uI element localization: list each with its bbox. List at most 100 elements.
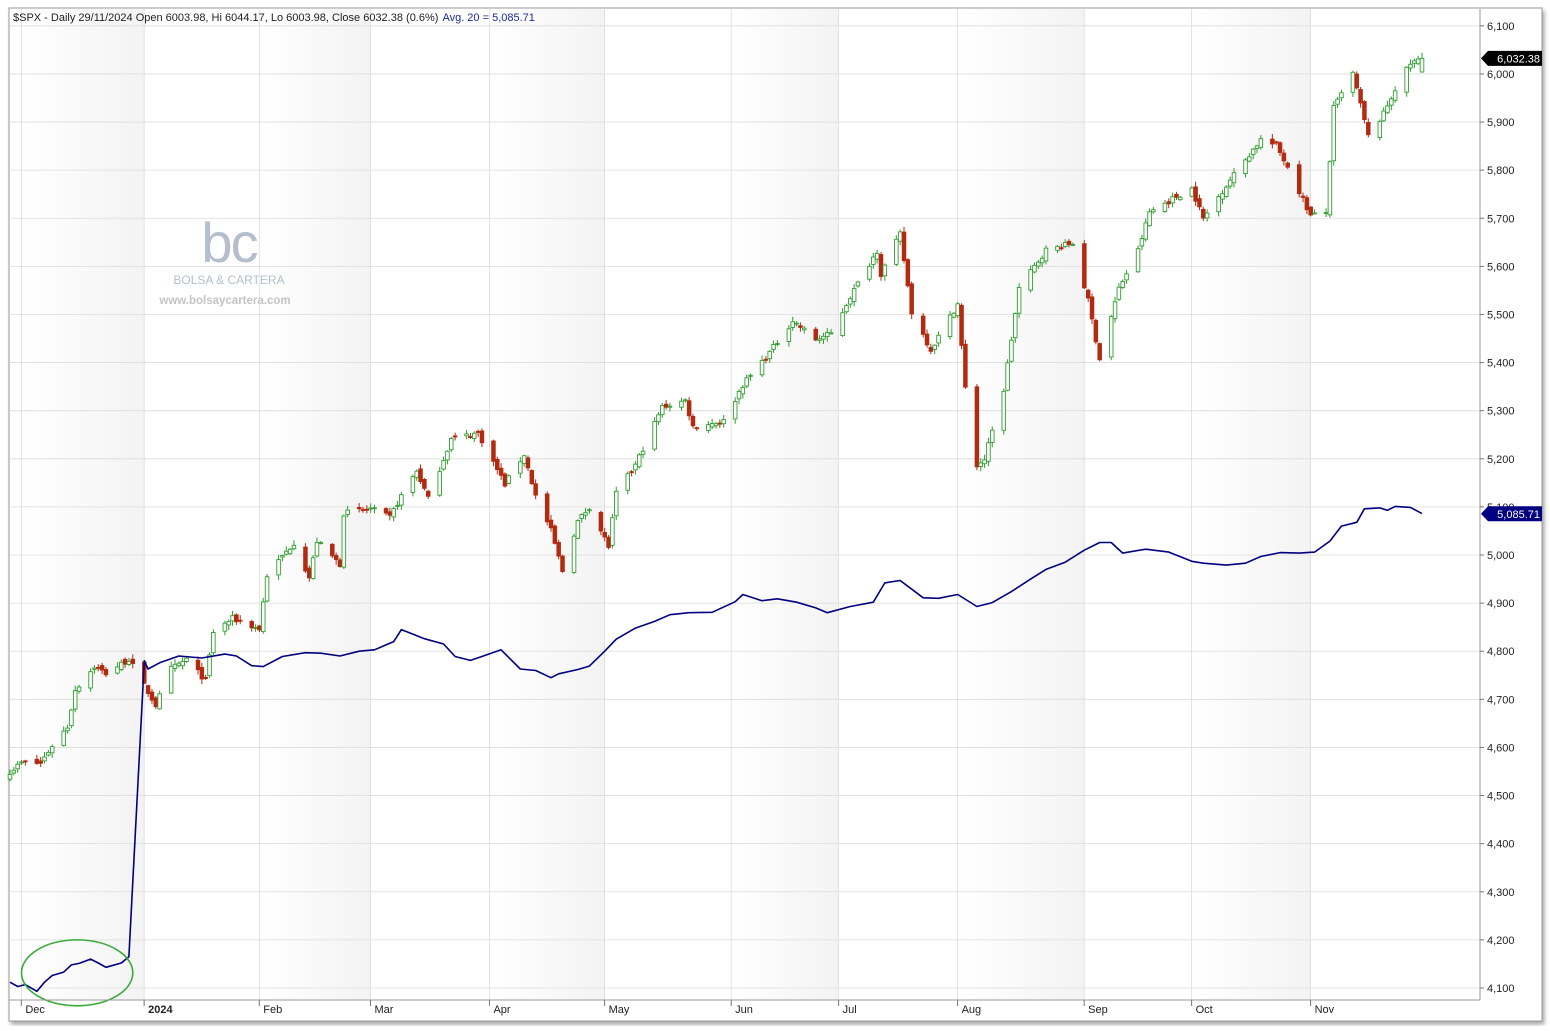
- candle-body: [552, 525, 558, 544]
- candle-body: [1147, 211, 1152, 227]
- candle-body: [356, 506, 362, 510]
- candle-body: [1143, 222, 1148, 240]
- candle-body: [932, 344, 937, 350]
- candle: [310, 554, 316, 580]
- candle-body: [610, 517, 615, 546]
- candle: [330, 543, 335, 559]
- candle-body: [498, 467, 504, 476]
- candle-body: [437, 471, 442, 496]
- candle-body: [525, 457, 531, 469]
- x-tick-label: Oct: [1196, 1004, 1213, 1016]
- candle-body: [771, 343, 776, 350]
- candle: [249, 619, 254, 632]
- candle-body: [1243, 159, 1248, 175]
- candle-body: [119, 661, 124, 670]
- candle: [1162, 199, 1168, 213]
- candle: [1016, 282, 1022, 319]
- candle: [49, 744, 55, 758]
- candle-body: [763, 358, 769, 361]
- candle-body: [399, 494, 404, 506]
- candle: [629, 469, 634, 477]
- candle: [491, 439, 496, 467]
- candle: [11, 767, 17, 776]
- candle-body: [1089, 296, 1095, 320]
- candle-body: [372, 507, 377, 510]
- candle-body: [656, 414, 661, 423]
- candle-body: [253, 627, 258, 629]
- candle-body: [153, 697, 159, 708]
- candle: [1281, 149, 1287, 166]
- candle-body: [176, 662, 182, 667]
- candle: [736, 389, 742, 405]
- candle: [660, 402, 665, 418]
- candle: [990, 426, 995, 448]
- candle-body: [103, 669, 109, 676]
- candle: [571, 533, 577, 575]
- candle: [587, 507, 592, 514]
- candle: [418, 464, 423, 485]
- candle-body: [786, 328, 792, 342]
- candle-body: [1055, 245, 1060, 251]
- candle: [602, 527, 607, 542]
- candle: [149, 689, 155, 705]
- candle-body: [1331, 105, 1336, 162]
- candle-body: [1170, 196, 1175, 204]
- candle-body: [1277, 142, 1283, 153]
- y-tick-label: 4,600: [1487, 742, 1515, 754]
- candle: [1308, 205, 1313, 217]
- candle-body: [740, 386, 746, 395]
- candle-body: [629, 471, 634, 474]
- candle: [533, 479, 538, 500]
- x-tick-label: Sep: [1088, 1004, 1108, 1016]
- candle-body: [706, 424, 711, 431]
- candle-body: [1162, 202, 1168, 212]
- candle-body: [1166, 201, 1172, 205]
- candle-body: [1174, 193, 1179, 198]
- candle: [1250, 148, 1256, 160]
- candle: [598, 510, 604, 536]
- candle-body: [1032, 264, 1037, 273]
- candle-body: [548, 519, 554, 529]
- y-axis: 4,100 4,200 4,300 4,400 4,500 4,600 4,700 4,800…: [1480, 21, 1515, 995]
- candle: [851, 284, 857, 307]
- candle: [518, 457, 523, 479]
- candle: [276, 554, 281, 580]
- y-tick-label: 4,200: [1487, 935, 1515, 947]
- candle-body: [874, 252, 880, 260]
- x-tick-label: Jul: [843, 1004, 857, 1016]
- candle-body: [840, 312, 845, 337]
- candle-body: [709, 423, 715, 428]
- candle-body: [686, 400, 692, 417]
- candle: [1224, 185, 1229, 198]
- x-axis: Dec 2024 Feb Mar Apr May Jun Jul Aug Sep Oct Nov: [20, 1000, 1335, 1016]
- candle-body: [579, 514, 584, 519]
- candle: [625, 471, 631, 495]
- candle: [1381, 107, 1386, 122]
- x-tick-label: Apr: [493, 1004, 510, 1016]
- candle-body: [149, 691, 155, 701]
- candle: [1116, 283, 1122, 301]
- candle-body: [1043, 247, 1049, 262]
- candle-body: [203, 677, 208, 679]
- candle: [1097, 342, 1102, 362]
- candle: [667, 402, 673, 412]
- candle-body: [1270, 138, 1275, 145]
- y-tick-label: 5,300: [1487, 406, 1515, 418]
- candle: [1331, 101, 1336, 166]
- candle-body: [901, 231, 907, 262]
- candle-body: [122, 658, 128, 665]
- ma-badge-shape: [1481, 506, 1542, 522]
- candle-body: [180, 660, 185, 667]
- candle: [287, 547, 293, 556]
- candle: [1032, 262, 1037, 274]
- candle: [452, 432, 458, 441]
- candle-body: [1385, 105, 1390, 114]
- candle-body: [452, 435, 458, 438]
- candle-body: [333, 555, 339, 560]
- y-tick-label: 6,100: [1487, 21, 1515, 33]
- candle-body: [732, 401, 738, 420]
- candle-body: [1358, 89, 1363, 104]
- candle: [441, 456, 446, 471]
- month-band: [1191, 9, 1311, 1000]
- candle-body: [441, 460, 446, 470]
